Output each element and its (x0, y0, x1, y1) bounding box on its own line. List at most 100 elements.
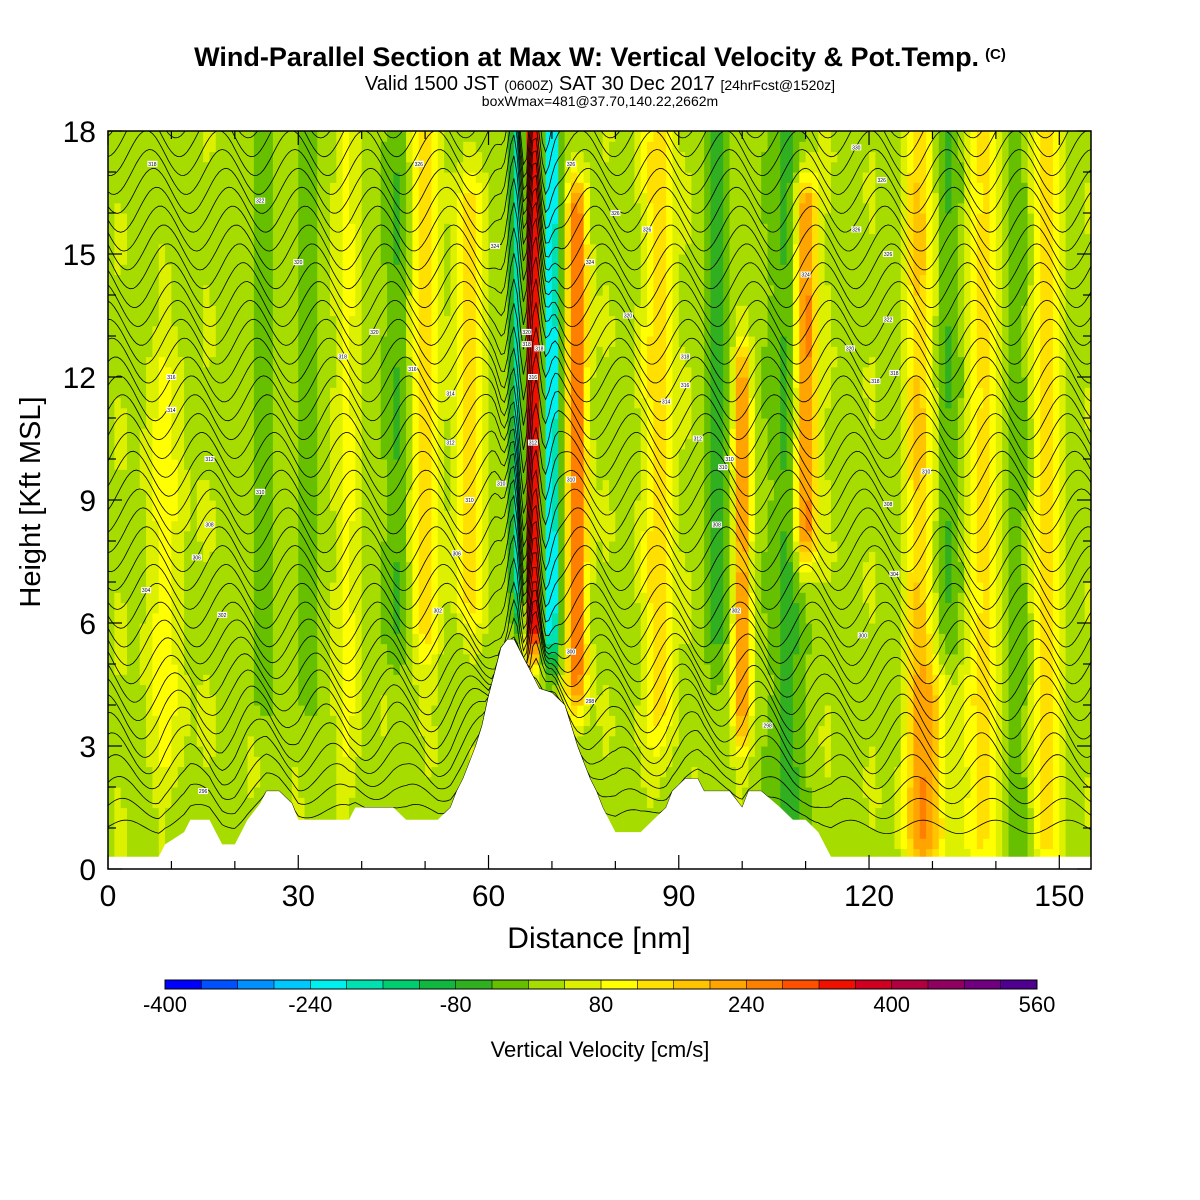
field-cell (792, 182, 800, 245)
theta-contour (108, 639, 1091, 820)
field-cell (120, 602, 128, 675)
field-cell (412, 684, 420, 869)
field-cell (564, 131, 572, 163)
field-cell (133, 131, 141, 869)
field-cell (983, 131, 991, 839)
field-cell (171, 787, 179, 869)
field-cell (203, 674, 211, 768)
theta-contour (108, 599, 1091, 685)
field-cell (907, 131, 915, 173)
colorbar-swatch (310, 980, 348, 989)
field-cell (824, 284, 832, 409)
field-cell (957, 397, 965, 563)
field-cell (406, 489, 414, 563)
field-cell (596, 131, 604, 296)
field-cell (380, 336, 388, 460)
field-cell (945, 213, 953, 327)
field-cell (805, 541, 813, 552)
field-cell (932, 520, 940, 593)
field-cell (1008, 131, 1016, 869)
field-cell (913, 131, 921, 183)
field-cell (127, 131, 134, 869)
theta-contour (108, 589, 1091, 666)
field-cell (621, 131, 629, 869)
field-cell (526, 213, 534, 286)
contour-label: 306 (451, 550, 462, 557)
field-cell (602, 284, 610, 358)
field-cell (203, 284, 211, 368)
contour-label: 312 (527, 439, 538, 447)
field-cell (513, 633, 521, 645)
field-cell (577, 674, 585, 696)
field-cell (862, 131, 870, 173)
field-cell (570, 151, 578, 163)
field-cell (114, 131, 122, 204)
field-cell (869, 746, 876, 829)
field-cell (932, 674, 940, 696)
field-cell (551, 418, 559, 532)
field-cell (640, 592, 648, 788)
terrain (108, 639, 1091, 869)
field-cell (938, 674, 946, 819)
field-cell (577, 172, 585, 183)
field-cell (805, 571, 813, 583)
field-cell (336, 131, 344, 869)
field-cell (976, 612, 984, 850)
field-cell (215, 131, 223, 869)
contour-label: 326 (413, 160, 424, 168)
field-cell (513, 612, 521, 624)
field-cell (348, 315, 356, 419)
field-cell (685, 438, 693, 573)
field-cell (1040, 131, 1048, 850)
field-cell (742, 735, 750, 747)
field-cell (570, 161, 578, 173)
field-cell (532, 643, 540, 655)
contour-label: 300 (566, 648, 576, 656)
contour-label: 324 (585, 259, 595, 266)
field-cell (120, 213, 128, 265)
field-cell (659, 746, 667, 778)
field-cell (291, 131, 299, 768)
field-cell (678, 346, 686, 450)
field-cell (387, 664, 394, 869)
field-cell (399, 664, 407, 869)
field-cell (913, 489, 921, 583)
field-cell (329, 131, 337, 183)
field-cell (589, 377, 597, 440)
field-cell (203, 479, 211, 563)
field-cell (596, 295, 604, 347)
field-cell (348, 418, 356, 522)
field-cell (685, 571, 693, 645)
contour-label: 306 (191, 554, 202, 561)
field-cell (1084, 828, 1091, 869)
field-cell (158, 356, 166, 768)
colorbar-swatch (237, 980, 275, 989)
field-cell (678, 551, 686, 645)
field-cell (545, 643, 553, 655)
field-cell (298, 131, 306, 706)
colorbar-swatch (564, 980, 602, 989)
field-cell (983, 838, 991, 869)
field-cell (1084, 233, 1091, 388)
field-cell (875, 807, 883, 869)
field-cell (742, 305, 750, 337)
field-cell (767, 479, 775, 501)
field-cell (748, 592, 756, 716)
field-cell (184, 469, 192, 532)
field-cell (146, 766, 153, 869)
field-cell (786, 131, 794, 183)
field-cell (1014, 131, 1022, 869)
field-cell (577, 705, 585, 727)
contour-label: 322 (255, 197, 266, 205)
field-cell (640, 192, 648, 327)
field-cell (678, 448, 686, 552)
field-cell (609, 715, 616, 737)
field-cell (748, 541, 756, 593)
svg-text:306: 306 (193, 555, 202, 561)
theta-contour (108, 131, 1069, 191)
theta-contour (108, 557, 1091, 637)
field-cell (1084, 776, 1091, 829)
contour-label: 302 (432, 607, 443, 615)
field-cell (900, 735, 908, 850)
field-cell (767, 500, 775, 675)
